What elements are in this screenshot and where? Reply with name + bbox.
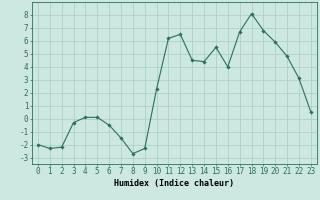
X-axis label: Humidex (Indice chaleur): Humidex (Indice chaleur) — [115, 179, 234, 188]
